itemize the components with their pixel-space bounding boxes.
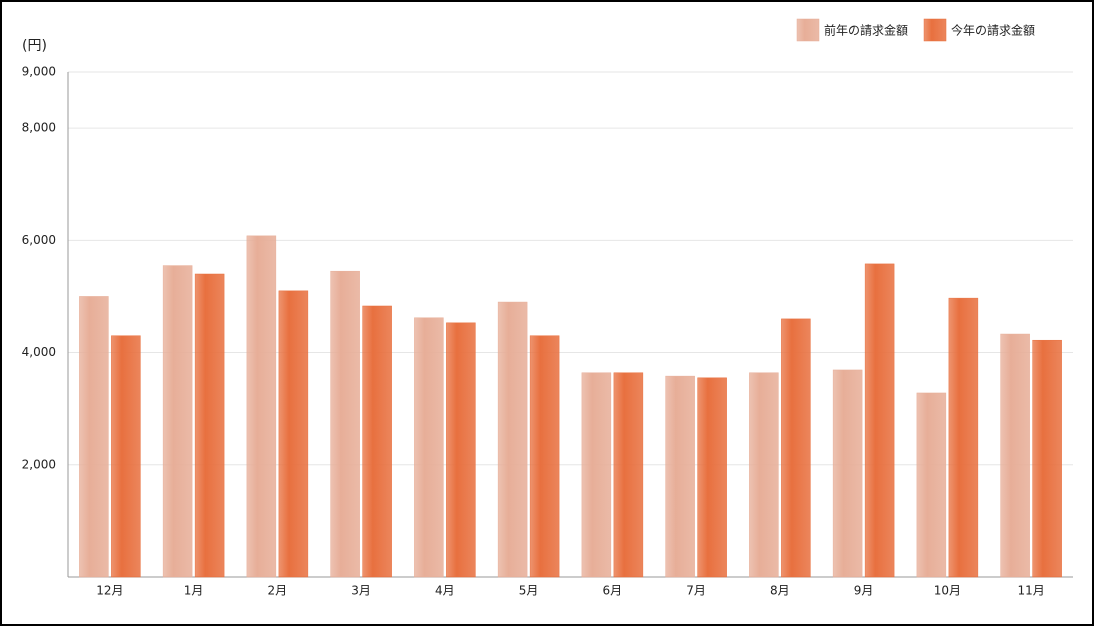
legend-swatch <box>796 18 820 42</box>
bar <box>864 263 895 578</box>
x-tick-label: 1月 <box>184 584 204 598</box>
bar <box>278 290 309 578</box>
y-axis-label: (円) <box>22 38 47 54</box>
bar <box>414 317 444 578</box>
x-tick-label: 10月 <box>934 584 961 598</box>
y-tick-label: 9,000 <box>22 65 56 79</box>
y-tick-label: 6,000 <box>22 233 56 247</box>
legend-label: 前年の請求金額 <box>824 23 908 38</box>
bar <box>916 392 947 578</box>
bar <box>194 273 225 578</box>
x-tick-label: 2月 <box>268 584 288 598</box>
bar <box>781 318 811 578</box>
y-tick-label: 2,000 <box>22 457 56 471</box>
bar <box>446 322 476 578</box>
x-tick-label: 4月 <box>435 584 455 598</box>
bar <box>111 335 141 578</box>
bar <box>1032 339 1062 578</box>
bar <box>948 297 979 578</box>
bar <box>749 372 779 578</box>
bar <box>613 372 644 578</box>
bar <box>246 235 277 578</box>
x-tick-label: 3月 <box>351 584 371 598</box>
legend-label: 今年の請求金額 <box>951 23 1035 38</box>
x-tick-label: 7月 <box>686 584 706 598</box>
bar <box>581 372 612 578</box>
bar <box>665 375 695 578</box>
bar <box>362 305 392 578</box>
x-tick-label: 5月 <box>519 584 539 598</box>
x-tick-label: 11月 <box>1017 584 1044 598</box>
x-tick-label: 8月 <box>770 584 790 598</box>
x-tick-label: 12月 <box>96 584 123 598</box>
bar <box>529 335 560 578</box>
bar <box>697 377 727 578</box>
bar <box>79 296 109 578</box>
y-tick-label: 4,000 <box>22 345 56 359</box>
bar <box>497 301 528 578</box>
x-tick-label: 9月 <box>854 584 874 598</box>
legend-swatch <box>923 18 947 42</box>
y-tick-label: 8,000 <box>22 121 56 135</box>
bar <box>330 270 360 578</box>
x-tick-label: 6月 <box>603 584 623 598</box>
bar <box>162 265 193 578</box>
bar <box>1000 333 1030 578</box>
bar <box>832 369 863 578</box>
